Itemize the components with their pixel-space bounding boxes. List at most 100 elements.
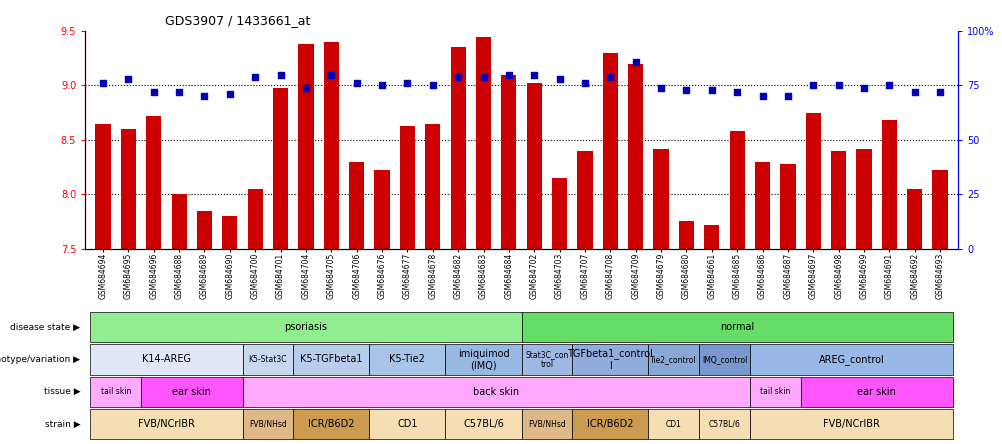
Text: C57BL/6: C57BL/6 [707, 420, 739, 429]
Text: GDS3907 / 1433661_at: GDS3907 / 1433661_at [165, 14, 311, 27]
Bar [146, 116, 161, 249]
Bar [293, 409, 369, 440]
Point [602, 73, 618, 80]
Bar [90, 409, 242, 440]
Text: imiquimod
(IMQ): imiquimod (IMQ) [457, 349, 509, 370]
Bar [369, 344, 445, 375]
Point [349, 80, 365, 87]
Point [728, 88, 744, 95]
Bar [572, 344, 647, 375]
Point [298, 84, 314, 91]
Text: Tie2_control: Tie2_control [650, 355, 696, 364]
Bar [90, 312, 521, 342]
Bar [647, 409, 698, 440]
Bar [881, 120, 896, 249]
Point [677, 86, 693, 93]
Point [171, 88, 187, 95]
Bar [755, 162, 770, 249]
Bar [800, 377, 952, 407]
Point [500, 71, 516, 78]
Bar [647, 344, 698, 375]
Bar [521, 312, 952, 342]
Point [805, 82, 821, 89]
Bar [400, 126, 415, 249]
Bar [324, 42, 339, 249]
Bar [749, 344, 952, 375]
Bar [196, 210, 211, 249]
Bar [572, 409, 647, 440]
Point [221, 91, 237, 98]
Bar [805, 113, 820, 249]
Text: ear skin: ear skin [172, 387, 211, 397]
Point [652, 84, 668, 91]
Bar [728, 131, 744, 249]
Point [855, 84, 871, 91]
Text: back skin: back skin [473, 387, 519, 397]
Bar [298, 44, 314, 249]
Bar [222, 216, 237, 249]
Text: psoriasis: psoriasis [285, 322, 327, 332]
Bar [932, 170, 947, 249]
Bar [247, 189, 263, 249]
Text: CD1: CD1 [665, 420, 681, 429]
Bar [374, 170, 389, 249]
Bar [141, 377, 242, 407]
Text: ICR/B6D2: ICR/B6D2 [586, 419, 633, 429]
Text: IMQ_control: IMQ_control [701, 355, 746, 364]
Text: K14-AREG: K14-AREG [142, 354, 190, 365]
Text: FVB/NHsd: FVB/NHsd [248, 420, 287, 429]
Bar [780, 164, 795, 249]
Bar [90, 377, 141, 407]
Point [780, 93, 796, 100]
Text: AREG_control: AREG_control [818, 354, 884, 365]
Bar [521, 344, 572, 375]
Bar [627, 64, 642, 249]
Bar [242, 409, 293, 440]
Text: K5-TGFbeta1: K5-TGFbeta1 [300, 354, 362, 365]
Bar [602, 53, 617, 249]
Text: tissue ▶: tissue ▶ [43, 387, 80, 396]
Text: FVB/NCrIBR: FVB/NCrIBR [138, 419, 194, 429]
Text: genotype/variation ▶: genotype/variation ▶ [0, 355, 80, 364]
Text: C57BL/6: C57BL/6 [463, 419, 503, 429]
Point [399, 80, 415, 87]
Text: tail skin: tail skin [100, 387, 130, 396]
Text: FVB/NCrIBR: FVB/NCrIBR [822, 419, 879, 429]
Bar [425, 123, 440, 249]
Point [424, 82, 440, 89]
Text: normal: normal [719, 322, 754, 332]
Point [627, 58, 643, 65]
Point [120, 75, 136, 83]
Bar [450, 48, 465, 249]
Bar [501, 75, 516, 249]
Bar [349, 162, 364, 249]
Point [881, 82, 897, 89]
Point [754, 93, 770, 100]
Bar [749, 409, 952, 440]
Point [526, 71, 542, 78]
Point [374, 82, 390, 89]
Point [273, 71, 289, 78]
Text: K5-Tie2: K5-Tie2 [389, 354, 425, 365]
Point [703, 86, 719, 93]
Point [475, 73, 491, 80]
Bar [95, 123, 110, 249]
Bar [698, 344, 749, 375]
Text: tail skin: tail skin [760, 387, 790, 396]
Bar [171, 194, 186, 249]
Point [576, 80, 592, 87]
Bar [856, 149, 871, 249]
Point [323, 71, 339, 78]
Bar [293, 344, 369, 375]
Bar [90, 344, 242, 375]
Bar [475, 36, 491, 249]
Bar [242, 377, 749, 407]
Point [95, 80, 111, 87]
Bar [678, 222, 693, 249]
Text: CD1: CD1 [397, 419, 417, 429]
Bar [577, 151, 592, 249]
Point [450, 73, 466, 80]
Point [931, 88, 947, 95]
Text: TGFbeta1_control
l: TGFbeta1_control l [567, 348, 652, 371]
Point [246, 73, 263, 80]
